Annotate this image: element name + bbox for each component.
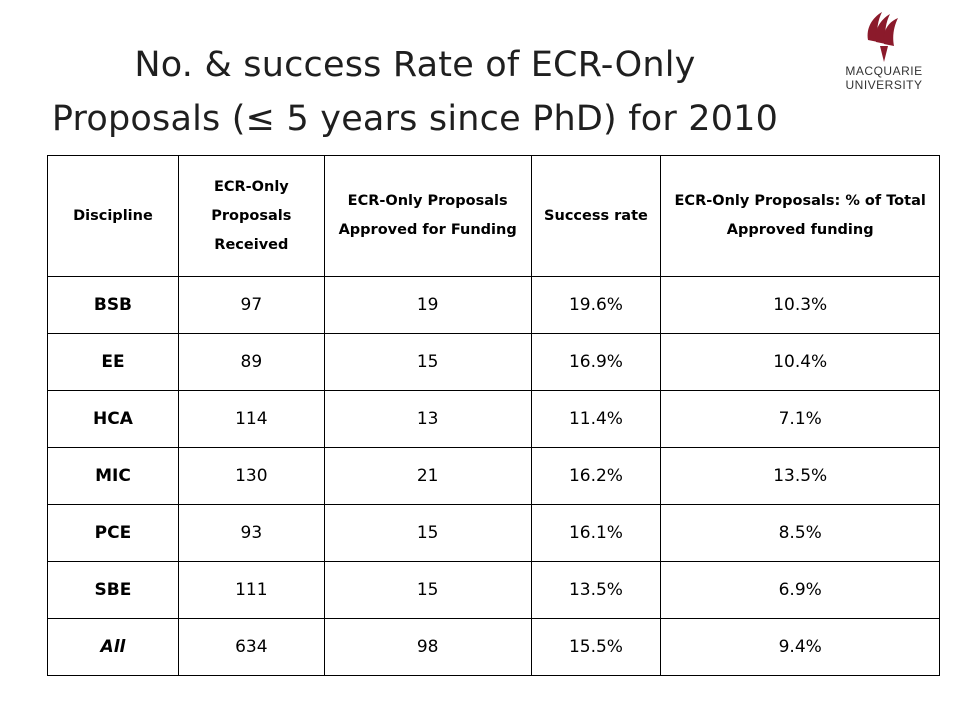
success-rate-cell: 19.6% [530,276,662,334]
percent-total-cell: 6.9% [660,561,940,619]
header-proposals-approved: ECR-Only Proposals Approved for Funding [323,155,532,277]
logo-wordmark: MACQUARIE UNIVERSITY [834,64,934,92]
success-rate-cell: 15.5% [530,618,662,676]
macquarie-lighthouse-logo-icon [867,12,898,62]
discipline-cell: PCE [47,504,179,562]
ecr-proposals-table: Discipline ECR-Only Proposals Received E… [47,155,940,676]
table-header-row: Discipline ECR-Only Proposals Received E… [47,155,940,277]
received-cell: 111 [177,561,325,619]
table-row: SBE 111 15 13.5% 6.9% [47,561,940,619]
header-success-rate: Success rate [530,155,662,277]
success-rate-cell: 13.5% [530,561,662,619]
slide-title-line-2: Proposals (≤ 5 years since PhD) for 2010 [51,99,779,139]
success-rate-cell: 16.1% [530,504,662,562]
discipline-cell: MIC [47,447,179,505]
discipline-cell: All [47,618,179,676]
header-percent-total-approved: ECR-Only Proposals: % of Total Approved … [660,155,940,277]
percent-total-cell: 8.5% [660,504,940,562]
percent-total-cell: 10.3% [660,276,940,334]
percent-total-cell: 13.5% [660,447,940,505]
table-row: PCE 93 15 16.1% 8.5% [47,504,940,562]
discipline-cell: HCA [47,390,179,448]
discipline-cell: SBE [47,561,179,619]
table-row: BSB 97 19 19.6% 10.3% [47,276,940,334]
slide-title: No. & success Rate of ECR-Only Proposals… [0,38,830,146]
table-row: EE 89 15 16.9% 10.4% [47,333,940,391]
received-cell: 89 [177,333,325,391]
macquarie-university-logo: MACQUARIE UNIVERSITY [834,10,934,100]
table-row: HCA 114 13 11.4% 7.1% [47,390,940,448]
table-row: MIC 130 21 16.2% 13.5% [47,447,940,505]
approved-cell: 19 [323,276,532,334]
approved-cell: 98 [323,618,532,676]
header-proposals-received: ECR-Only Proposals Received [177,155,325,277]
approved-cell: 15 [323,333,532,391]
discipline-cell: BSB [47,276,179,334]
success-rate-cell: 16.2% [530,447,662,505]
success-rate-cell: 16.9% [530,333,662,391]
received-cell: 93 [177,504,325,562]
logo-text-line-1: MACQUARIE [845,64,923,78]
approved-cell: 21 [323,447,532,505]
success-rate-cell: 11.4% [530,390,662,448]
logo-text-line-2: UNIVERSITY [845,78,923,92]
slide-title-line-1: No. & success Rate of ECR-Only [134,45,696,85]
received-cell: 114 [177,390,325,448]
percent-total-cell: 7.1% [660,390,940,448]
received-cell: 97 [177,276,325,334]
received-cell: 130 [177,447,325,505]
received-cell: 634 [177,618,325,676]
approved-cell: 15 [323,561,532,619]
table-row-total: All 634 98 15.5% 9.4% [47,618,940,676]
discipline-cell: EE [47,333,179,391]
approved-cell: 13 [323,390,532,448]
percent-total-cell: 10.4% [660,333,940,391]
header-discipline: Discipline [47,155,179,277]
approved-cell: 15 [323,504,532,562]
percent-total-cell: 9.4% [660,618,940,676]
